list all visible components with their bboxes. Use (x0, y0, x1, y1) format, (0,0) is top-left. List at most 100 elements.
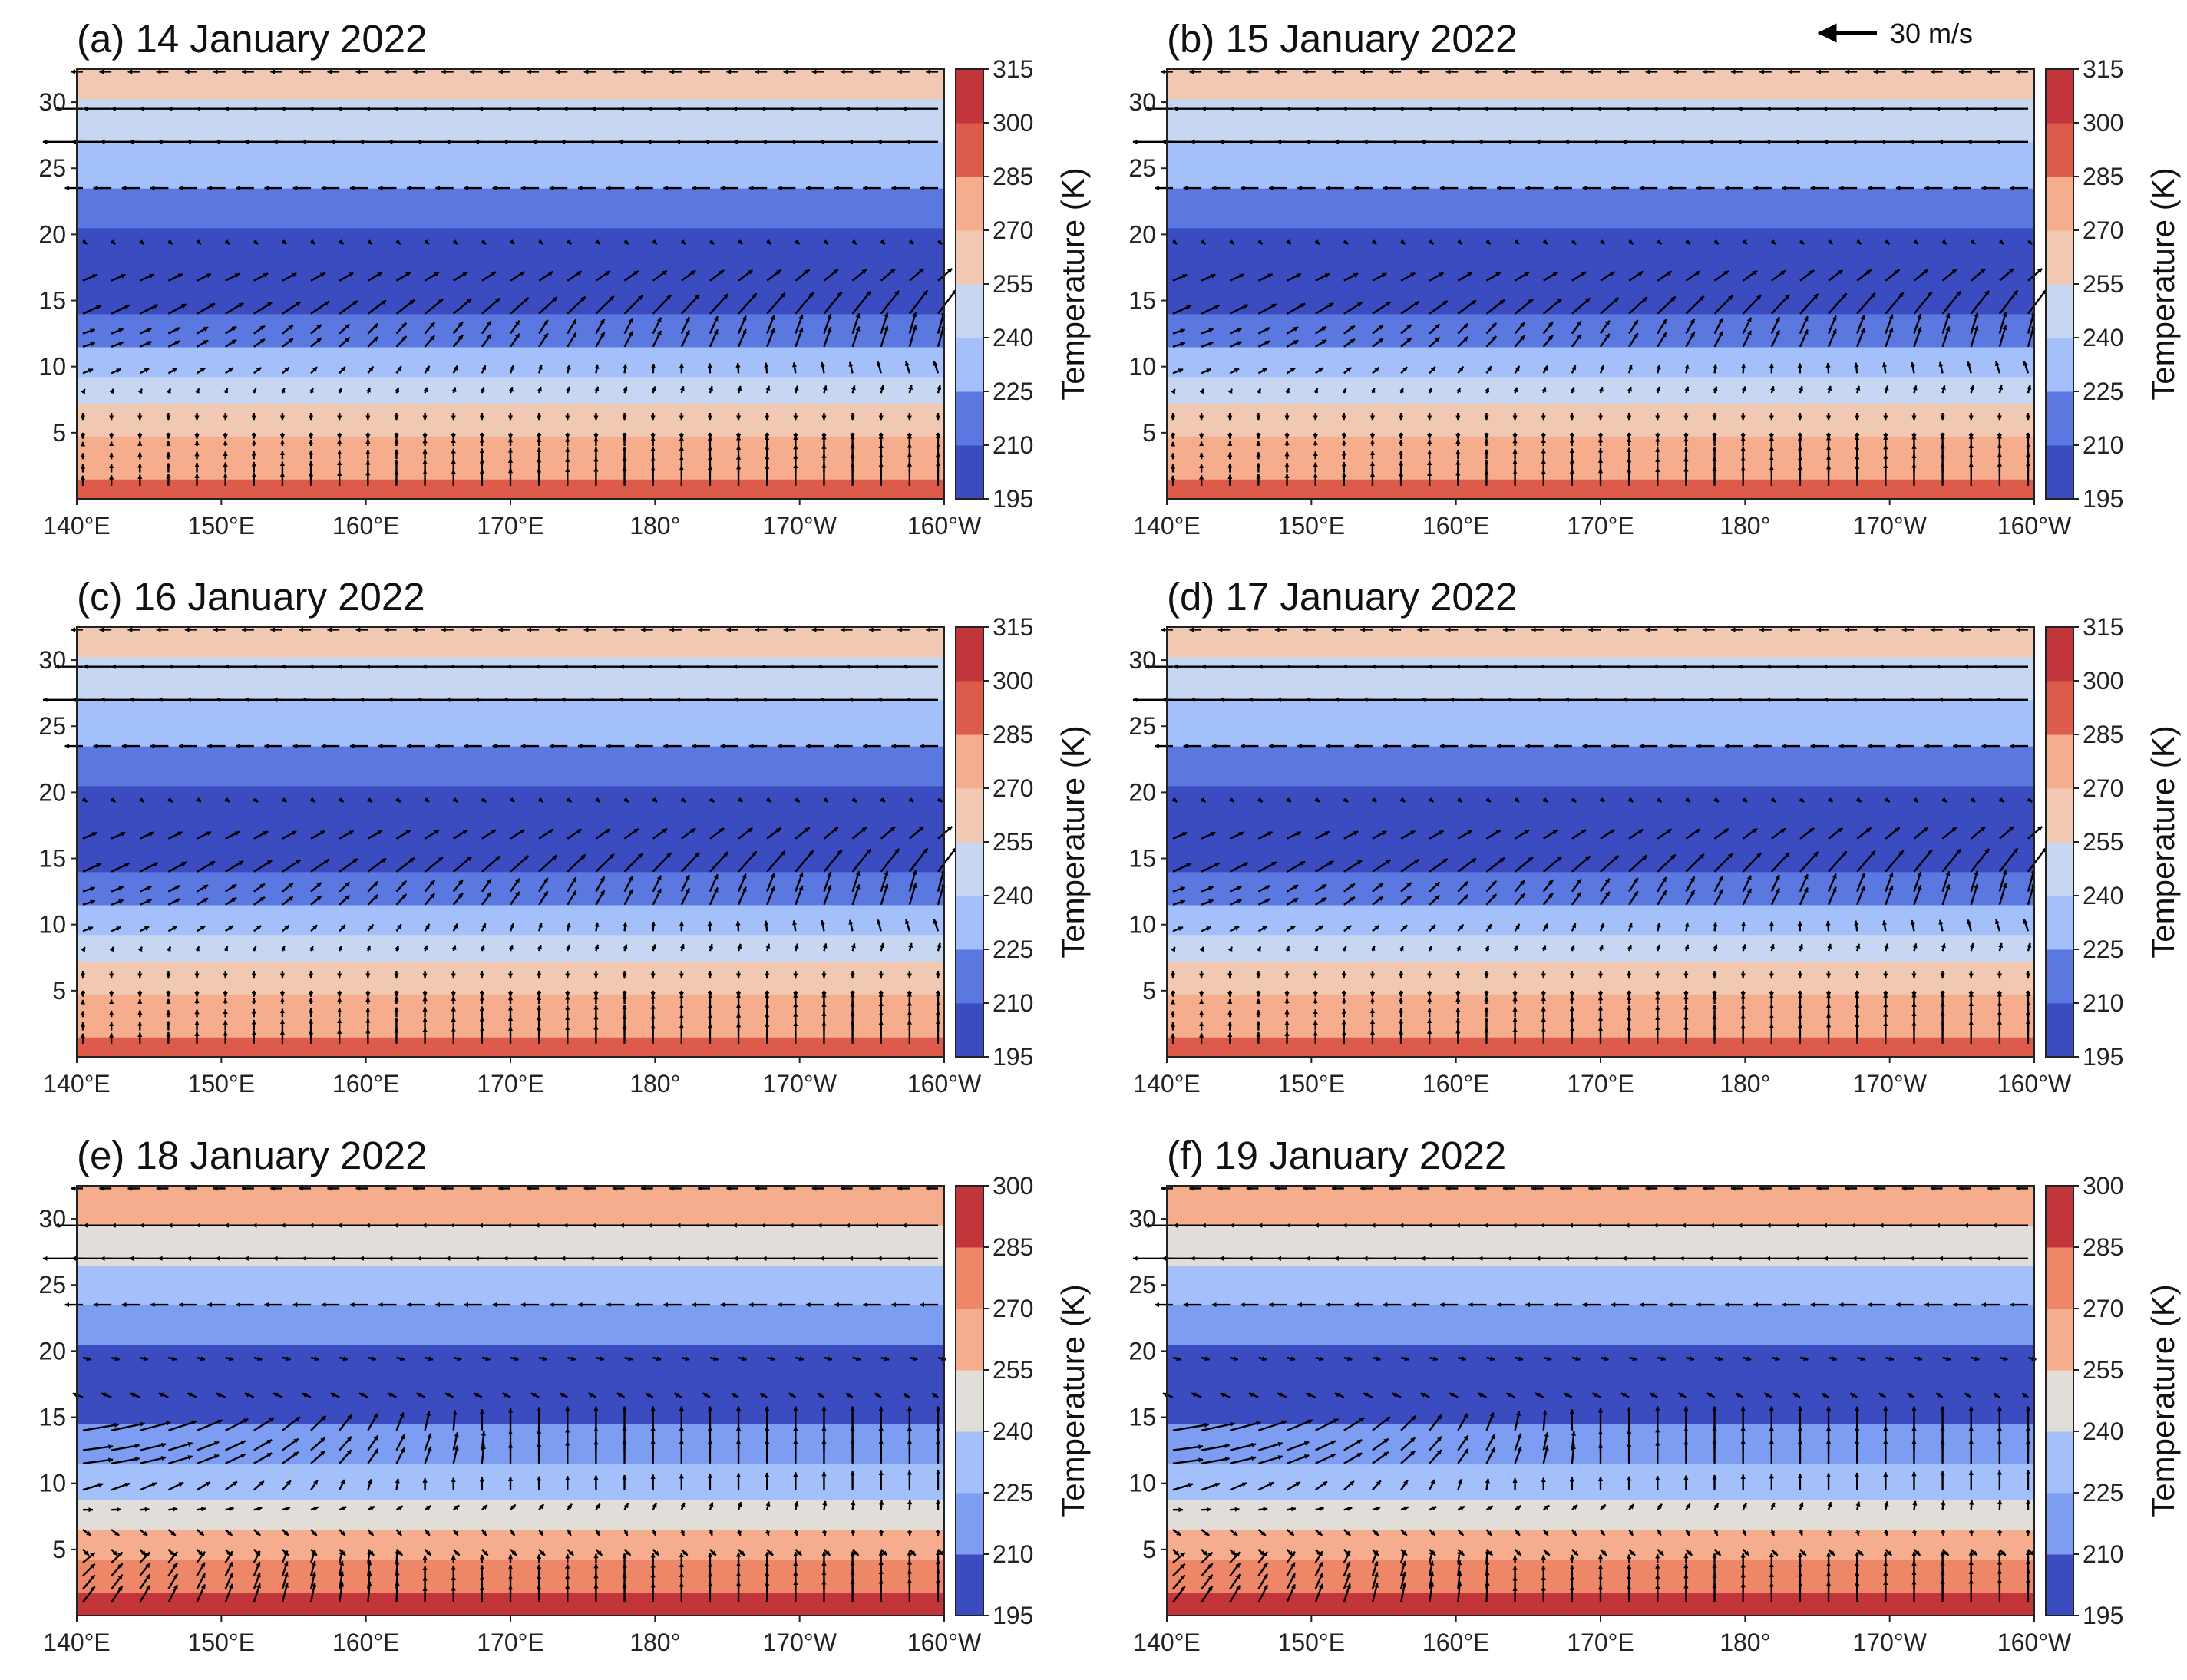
wind-vector (1854, 362, 1859, 374)
temperature-band (77, 914, 944, 919)
temperature-band (77, 98, 944, 103)
wind-vector (424, 239, 430, 245)
temperature-band (77, 967, 944, 972)
temperature-band (1167, 174, 2034, 179)
wind-vector (140, 1507, 150, 1512)
wind-vector (1315, 272, 1330, 282)
temperature-band (77, 1238, 944, 1243)
temperature-band (1167, 713, 2034, 717)
temperature-band (77, 1047, 944, 1051)
temperature-band (77, 115, 944, 120)
colorbar-segment (2046, 1431, 2073, 1494)
temperature-band (1167, 1272, 2034, 1276)
temperature-band (1167, 1344, 2034, 1348)
temperature-band (77, 1268, 944, 1272)
temperature-band (77, 1285, 944, 1289)
wind-vector (908, 312, 917, 334)
temperature-band (77, 1229, 944, 1233)
wind-vector (1998, 289, 2019, 315)
wind-vector (111, 341, 124, 348)
temperature-band (1167, 1232, 2034, 1236)
temperature-band (77, 360, 944, 364)
wind-vector (367, 365, 375, 375)
wind-vector (1969, 1500, 1974, 1510)
wind-vector (738, 269, 753, 282)
wind-vector (82, 305, 101, 315)
temperature-band (77, 1295, 944, 1299)
x-tick-label: 180° (1720, 512, 1770, 540)
x-tick-label: 140°E (1133, 1070, 1201, 1097)
temperature-band (1167, 188, 2034, 192)
y-tick-label: 10 (1128, 353, 1156, 381)
y-tick-label: 5 (52, 419, 66, 447)
wind-vector (1598, 386, 1604, 394)
colorbar-segment (956, 69, 983, 124)
temperature-band (77, 419, 944, 424)
y-tick-label: 30 (1128, 646, 1156, 674)
temperature-band (77, 732, 944, 737)
x-tick-label: 180° (629, 1070, 680, 1097)
wind-vector (1799, 293, 1819, 315)
temperature-band (77, 1371, 944, 1375)
temperature-band (77, 653, 944, 658)
wind-vector (1657, 270, 1673, 282)
wind-vector (795, 314, 804, 335)
wind-vector (850, 1529, 855, 1536)
temperature-band (77, 934, 944, 939)
colorbar-segment (956, 1493, 983, 1555)
wind-vector (1400, 337, 1412, 348)
temperature-band (1167, 1252, 2034, 1256)
wind-vector (1941, 312, 1951, 334)
colorbar: 195 210 225 240 255 270 285 300 (955, 1172, 1033, 1629)
temperature-band (1167, 290, 2034, 295)
temperature-band (1167, 356, 2034, 361)
wind-vector (1769, 385, 1775, 394)
temperature-band (77, 1473, 944, 1477)
temperature-band (1167, 1215, 2034, 1220)
temperature-band (77, 78, 944, 83)
x-tick-label: 160°W (1997, 512, 2072, 540)
wind-vector (737, 315, 747, 335)
colorbar: 195 210 225 240 255 270 285 300 315 (2045, 55, 2123, 513)
wind-vector (1285, 388, 1290, 394)
colorbar-tick-label: 240 (993, 1418, 1033, 1445)
wind-vector (1485, 322, 1498, 335)
temperature-band (77, 1546, 944, 1550)
wind-vector (851, 325, 861, 348)
temperature-band (77, 171, 944, 176)
wind-vector (508, 386, 514, 394)
temperature-band (77, 1331, 944, 1335)
temperature-band (1167, 762, 2034, 767)
temperature-band (1167, 1311, 2034, 1315)
temperature-band (77, 921, 944, 926)
temperature-band (1167, 234, 2034, 239)
temperature-band (77, 789, 944, 793)
temperature-band (1167, 393, 2034, 398)
temperature-band (77, 277, 944, 282)
temperature-band (1167, 485, 2034, 490)
wind-vector (1543, 271, 1558, 282)
temperature-band (77, 1397, 944, 1401)
colorbar-tick-label: 300 (993, 1172, 1033, 1200)
wind-vector (937, 324, 946, 348)
x-tick-label: 140°E (43, 1070, 111, 1097)
temperature-band (1167, 178, 2034, 183)
temperature-band (77, 121, 944, 126)
wind-vector (1770, 293, 1791, 315)
temperature-band (77, 403, 944, 407)
wind-vector (1542, 298, 1562, 315)
temperature-band (1167, 706, 2034, 711)
temperature-band (1167, 785, 2034, 790)
temperature-band (1167, 686, 2034, 691)
wind-vector (1199, 388, 1204, 394)
wind-vector (481, 271, 497, 282)
colorbar-segment (956, 1186, 983, 1248)
wind-vector (1628, 296, 1648, 315)
colorbar-tick-label: 240 (993, 324, 1033, 352)
wind-vector (1201, 328, 1214, 335)
colorbar-tick-label: 255 (993, 828, 1033, 856)
colorbar-segment (956, 1247, 983, 1309)
wind-vector (851, 312, 861, 334)
wind-vector (766, 315, 775, 335)
temperature-band (77, 749, 944, 754)
